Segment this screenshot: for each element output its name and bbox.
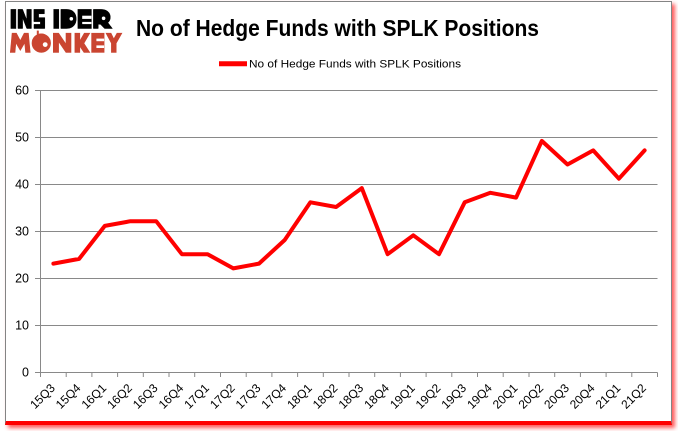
svg-text:No of Hedge Funds with SPLK Po: No of Hedge Funds with SPLK Positions: [136, 15, 539, 41]
svg-text:17Q1: 17Q1: [181, 381, 212, 412]
svg-text:20: 20: [15, 272, 29, 286]
svg-text:15Q3: 15Q3: [27, 381, 58, 412]
svg-text:21Q1: 21Q1: [593, 381, 624, 412]
svg-text:19Q4: 19Q4: [464, 381, 495, 412]
svg-text:19Q2: 19Q2: [413, 381, 444, 412]
svg-text:18Q4: 18Q4: [361, 381, 392, 412]
svg-text:21Q2: 21Q2: [618, 381, 649, 412]
svg-text:20Q1: 20Q1: [490, 381, 521, 412]
svg-text:60: 60: [15, 84, 29, 98]
svg-text:16Q1: 16Q1: [79, 381, 110, 412]
svg-text:15Q4: 15Q4: [53, 381, 84, 412]
svg-text:19Q3: 19Q3: [438, 381, 469, 412]
svg-text:16Q3: 16Q3: [130, 381, 161, 412]
svg-text:30: 30: [15, 225, 29, 239]
svg-text:40: 40: [15, 178, 29, 192]
svg-text:20Q3: 20Q3: [541, 381, 572, 412]
svg-text:18Q3: 18Q3: [336, 381, 367, 412]
svg-text:19Q1: 19Q1: [387, 381, 418, 412]
svg-text:10: 10: [15, 319, 29, 333]
svg-text:0: 0: [22, 366, 29, 380]
svg-text:18Q2: 18Q2: [310, 381, 341, 412]
svg-text:20Q2: 20Q2: [516, 381, 547, 412]
svg-text:20Q4: 20Q4: [567, 381, 598, 412]
svg-text:17Q4: 17Q4: [258, 381, 289, 412]
svg-text:17Q2: 17Q2: [207, 381, 238, 412]
svg-text:18Q1: 18Q1: [284, 381, 315, 412]
svg-text:17Q3: 17Q3: [233, 381, 264, 412]
svg-text:16Q4: 16Q4: [156, 381, 187, 412]
svg-text:No of Hedge Funds with SPLK Po: No of Hedge Funds with SPLK Positions: [249, 58, 462, 70]
svg-text:16Q2: 16Q2: [104, 381, 135, 412]
svg-text:50: 50: [15, 131, 29, 145]
